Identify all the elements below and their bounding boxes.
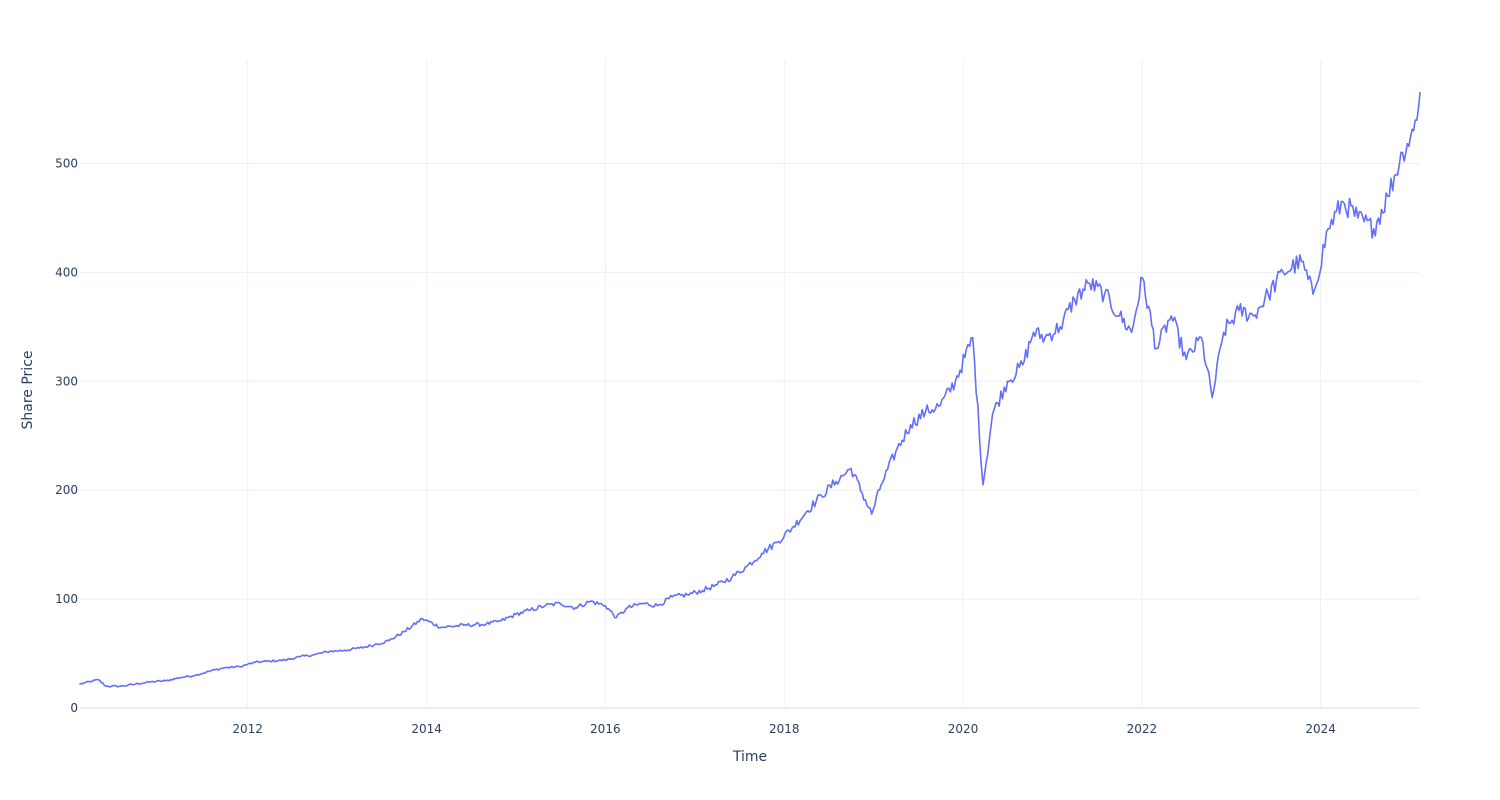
y-tick-label: 200 (55, 483, 78, 497)
y-tick-label: 500 (55, 156, 78, 170)
x-tick-label: 2012 (232, 722, 263, 736)
x-axis-title: Time (732, 749, 767, 765)
x-gridlines (247, 60, 1322, 708)
y-tick-label: 300 (55, 374, 78, 388)
x-tick-label: 2024 (1305, 722, 1336, 736)
series-layer (79, 91, 1421, 688)
x-tick-label: 2022 (1127, 722, 1158, 736)
y-tick-label: 400 (55, 265, 78, 279)
y-axis-title: Share Price (20, 350, 36, 429)
x-tick-label: 2014 (411, 722, 442, 736)
series-line (79, 91, 1421, 688)
y-tick-labels: 0 100 200 300 400 500 (55, 156, 78, 715)
x-tick-label: 2020 (948, 722, 979, 736)
y-gridlines (80, 162, 1420, 709)
y-tick-label: 100 (55, 592, 78, 606)
x-tick-label: 2016 (590, 722, 621, 736)
y-tick-label: 0 (70, 701, 78, 715)
x-tick-label: 2018 (769, 722, 800, 736)
x-tick-labels: 2012 2014 2016 2018 2020 2022 2024 (232, 722, 1335, 736)
